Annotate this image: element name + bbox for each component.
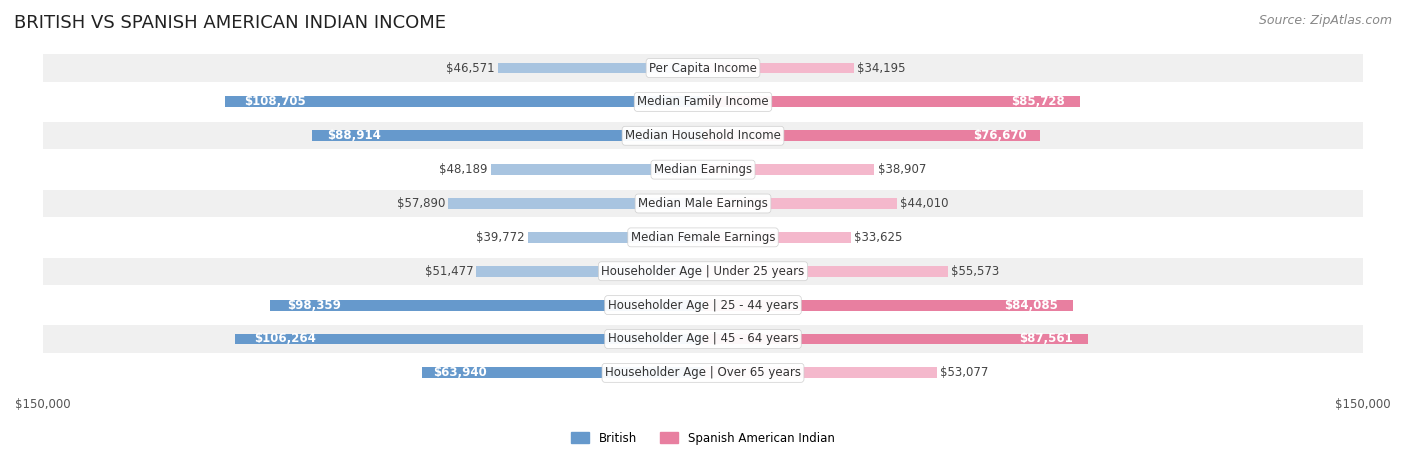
Bar [703, 63, 853, 73]
Text: $108,705: $108,705 [243, 95, 305, 108]
Bar [498, 63, 703, 73]
Text: $85,728: $85,728 [1011, 95, 1066, 108]
Text: Median Female Earnings: Median Female Earnings [631, 231, 775, 244]
Bar [449, 198, 703, 209]
Text: Median Household Income: Median Household Income [626, 129, 780, 142]
Text: $44,010: $44,010 [900, 197, 949, 210]
Bar [703, 232, 851, 243]
Bar [42, 258, 1364, 285]
Text: $88,914: $88,914 [328, 129, 381, 142]
Bar [42, 291, 1364, 318]
Bar [42, 224, 1364, 251]
Text: $48,189: $48,189 [439, 163, 488, 176]
Text: Householder Age | Over 65 years: Householder Age | Over 65 years [605, 366, 801, 379]
Bar [703, 198, 897, 209]
Text: Source: ZipAtlas.com: Source: ZipAtlas.com [1258, 14, 1392, 27]
Text: BRITISH VS SPANISH AMERICAN INDIAN INCOME: BRITISH VS SPANISH AMERICAN INDIAN INCOM… [14, 14, 446, 32]
Bar [529, 232, 703, 243]
Bar [42, 359, 1364, 386]
Text: $57,890: $57,890 [396, 197, 444, 210]
Bar [703, 333, 1088, 344]
Text: $46,571: $46,571 [446, 62, 495, 75]
Bar [703, 368, 936, 378]
Bar [703, 164, 875, 175]
Text: $34,195: $34,195 [856, 62, 905, 75]
Bar [42, 190, 1364, 217]
Bar [270, 300, 703, 311]
Text: $63,940: $63,940 [433, 366, 486, 379]
Text: Per Capita Income: Per Capita Income [650, 62, 756, 75]
Text: $53,077: $53,077 [939, 366, 988, 379]
Bar [422, 368, 703, 378]
Text: $38,907: $38,907 [877, 163, 927, 176]
Bar [42, 156, 1364, 183]
Text: $55,573: $55,573 [950, 265, 1000, 278]
Text: Householder Age | Under 25 years: Householder Age | Under 25 years [602, 265, 804, 278]
Bar [312, 130, 703, 141]
Bar [703, 97, 1080, 107]
Text: $76,670: $76,670 [973, 129, 1026, 142]
Text: Median Family Income: Median Family Income [637, 95, 769, 108]
Bar [42, 88, 1364, 115]
Text: $33,625: $33,625 [855, 231, 903, 244]
Bar [703, 130, 1040, 141]
Text: Median Male Earnings: Median Male Earnings [638, 197, 768, 210]
Text: $51,477: $51,477 [425, 265, 474, 278]
Bar [491, 164, 703, 175]
Text: $87,561: $87,561 [1019, 333, 1073, 346]
Text: Median Earnings: Median Earnings [654, 163, 752, 176]
Bar [703, 300, 1073, 311]
Bar [42, 325, 1364, 353]
Text: Householder Age | 25 - 44 years: Householder Age | 25 - 44 years [607, 298, 799, 311]
Bar [477, 266, 703, 276]
Bar [703, 266, 948, 276]
Text: $98,359: $98,359 [287, 298, 342, 311]
Bar [42, 55, 1364, 82]
Bar [235, 333, 703, 344]
Text: $84,085: $84,085 [1004, 298, 1059, 311]
Bar [225, 97, 703, 107]
Bar [42, 122, 1364, 149]
Text: $39,772: $39,772 [477, 231, 524, 244]
Text: $106,264: $106,264 [254, 333, 316, 346]
Legend: British, Spanish American Indian: British, Spanish American Indian [567, 427, 839, 449]
Text: Householder Age | 45 - 64 years: Householder Age | 45 - 64 years [607, 333, 799, 346]
